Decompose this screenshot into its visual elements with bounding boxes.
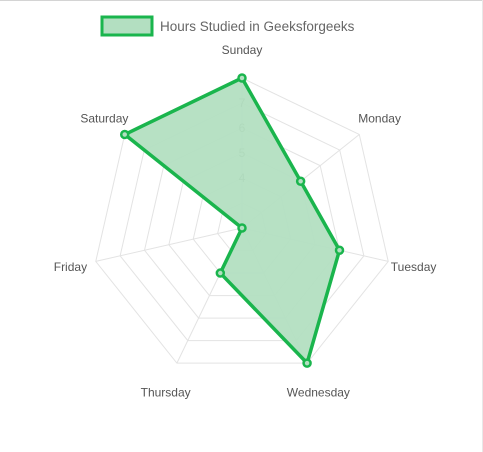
data-point[interactable] <box>295 176 306 186</box>
series-area <box>122 76 342 365</box>
data-point[interactable] <box>334 245 345 256</box>
axis-label: Sunday <box>222 43 263 57</box>
top-divider <box>0 0 483 1</box>
axis-label: Thursday <box>141 386 191 400</box>
data-point[interactable] <box>215 268 226 278</box>
axis-label: Monday <box>358 111 401 125</box>
axis-label: Wednesday <box>287 386 350 400</box>
axis-label: Friday <box>54 260 87 274</box>
legend[interactable]: Hours Studied in Geeksforgeeks <box>100 15 355 37</box>
legend-swatch <box>100 15 154 37</box>
data-point[interactable] <box>119 129 130 140</box>
axis-labels: Sunday Monday Tuesday Wednesday Thursday Frid… <box>54 43 437 400</box>
data-point[interactable] <box>237 73 247 83</box>
grid-ring <box>143 127 341 319</box>
legend-label: Hours Studied in Geeksforgeeks <box>160 19 355 34</box>
grid-spoke <box>95 227 243 262</box>
grid-ring <box>95 77 389 364</box>
axis-label: Saturday <box>80 111 128 125</box>
grid-ring <box>119 102 365 342</box>
series-layer <box>119 73 345 368</box>
data-point[interactable] <box>302 358 312 368</box>
axis-label: Tuesday <box>391 260 437 274</box>
data-point[interactable] <box>237 223 247 233</box>
